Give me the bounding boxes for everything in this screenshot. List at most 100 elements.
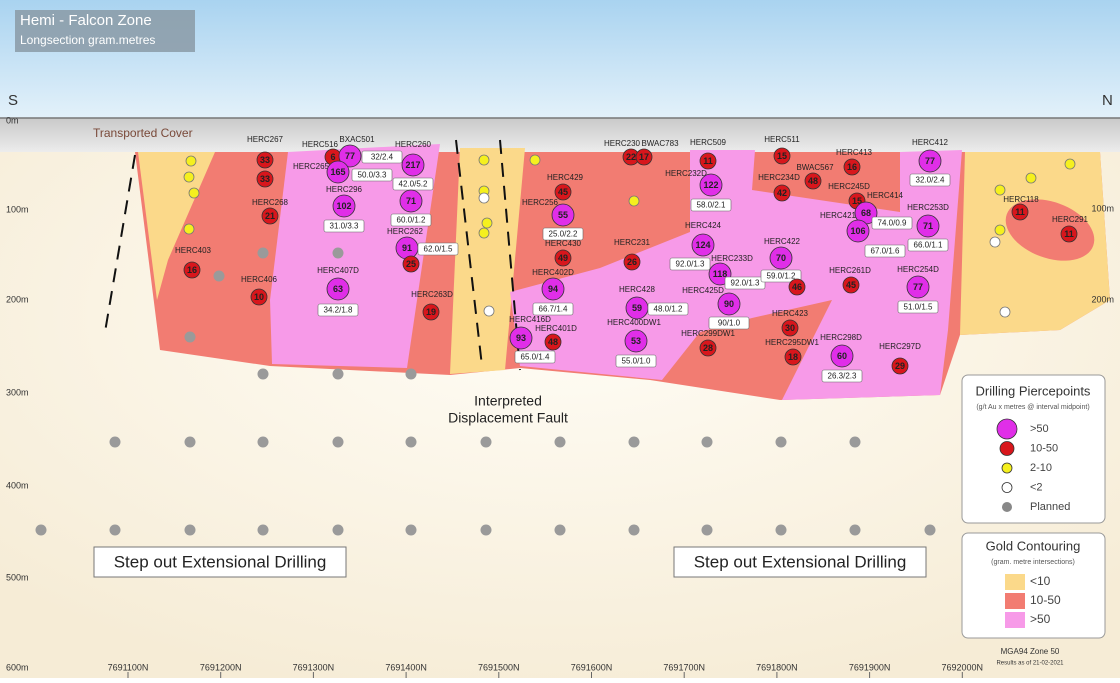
pierce-10-50 (1060, 225, 1078, 243)
hole-interval: 59.0/1.2 (767, 272, 796, 281)
hole-value: 90 (724, 299, 734, 309)
depth-label: 600m (6, 662, 29, 672)
pierce-10-50 (788, 278, 806, 296)
legend-swatch (1005, 574, 1025, 590)
hole-name: HERC407D (317, 266, 359, 275)
pierce-gt50 (916, 214, 940, 238)
legend-marker (1001, 482, 1013, 493)
interval-box (669, 257, 711, 271)
interval-box (542, 227, 584, 241)
legend-marker (999, 441, 1015, 456)
hole-value: 102 (336, 201, 351, 211)
hole-value: 15 (777, 151, 787, 161)
pierce-gt50 (326, 277, 350, 301)
planned-hole (701, 524, 713, 536)
hole-value: 60 (837, 351, 847, 361)
hole-value: 48 (548, 337, 558, 347)
hole-name: HERC297D (879, 342, 921, 351)
pierce-gt50 (717, 292, 741, 316)
legend-label: >50 (1030, 612, 1051, 626)
hole-name: HERC260 (395, 140, 432, 149)
hole-value: 45 (558, 187, 568, 197)
legend-swatch (1005, 593, 1025, 609)
pierce-10-50 (843, 158, 861, 176)
pierce-gt50 (918, 149, 942, 173)
pierce-10-50 (891, 357, 909, 375)
pierce-gt50 (699, 173, 723, 197)
depth-label: 0m (6, 115, 19, 125)
planned-hole (109, 524, 121, 536)
hole-name: HERC406 (241, 275, 278, 284)
legend-label: <2 (1030, 481, 1043, 493)
pierce-10-50 (554, 249, 572, 267)
hole-name: HERC421 (820, 211, 857, 220)
hole-name: BXAC501 (339, 135, 375, 144)
interval-box (514, 350, 556, 364)
pierce-10-50 (544, 333, 562, 351)
hole-interval: 62.0/1.5 (424, 245, 453, 254)
hole-value: 217 (405, 160, 420, 170)
pierce-gt50 (691, 233, 715, 257)
hole-interval: 32.0/2.4 (916, 176, 945, 185)
hole-interval: 34.2/1.8 (324, 306, 353, 315)
planned-hole (405, 524, 417, 536)
planned-hole (184, 436, 196, 448)
pierce-gt50 (906, 275, 930, 299)
title: Hemi - Falcon Zone (20, 12, 152, 29)
northing-label: 7691800N (756, 662, 798, 672)
planned-hole (849, 436, 861, 448)
pierce-10-50 (1011, 203, 1029, 221)
hole-name: HERC254D (897, 265, 939, 274)
interval-box (390, 213, 432, 227)
planned-hole (257, 524, 269, 536)
pierce-10-50 (422, 303, 440, 321)
hole-value: 77 (913, 282, 923, 292)
planned-hole (480, 524, 492, 536)
hole-interval: 67.0/1.6 (871, 247, 900, 256)
compass-s: S (8, 92, 18, 109)
pierce-gt50 (332, 194, 356, 218)
pierce-10-50 (554, 183, 572, 201)
fault-label: Interpreted (474, 393, 542, 409)
pierce-10-50 (784, 348, 802, 366)
planned-hole (257, 436, 269, 448)
legend-title: Gold Contouring (986, 538, 1081, 553)
hole-interval: 90/1.0 (718, 319, 741, 328)
northing-label: 7691200N (200, 662, 242, 672)
minor-pierce (183, 171, 195, 183)
hole-value: 45 (846, 280, 856, 290)
interval-box (323, 219, 365, 233)
hole-value: 124 (695, 240, 710, 250)
pierce-10-50 (804, 172, 822, 190)
planned-hole (184, 524, 196, 536)
pierce-10-50 (773, 147, 791, 165)
hole-name: HERC265 (293, 162, 330, 171)
pierce-gt50 (326, 160, 350, 184)
hole-name: HERC414 (867, 191, 904, 200)
hole-value: 53 (631, 336, 641, 346)
hole-value: 16 (187, 265, 197, 275)
zone-gt50 (270, 144, 440, 368)
pierce-10-50 (623, 253, 641, 271)
pierce-10-50 (256, 151, 274, 169)
interval-box (417, 242, 459, 256)
hole-interval: 74.0/0.9 (878, 219, 907, 228)
legend-subtitle: (gram. metre intersections) (991, 559, 1075, 566)
depth-label: 300m (6, 387, 29, 397)
hole-value: 46 (792, 282, 802, 292)
pierce-10-50 (250, 288, 268, 306)
planned-hole (924, 524, 936, 536)
hole-name: HERC416D (509, 315, 551, 324)
pierce-gt50 (624, 329, 648, 353)
interval-box (317, 303, 359, 317)
hole-value: 25 (406, 259, 416, 269)
planned-hole (701, 436, 713, 448)
hole-value: 33 (260, 155, 270, 165)
hole-value: 11 (1064, 229, 1074, 239)
hole-name: HERC509 (690, 138, 727, 147)
minor-pierce (994, 224, 1006, 236)
compass-n: N (1102, 92, 1113, 109)
hole-value: 21 (265, 211, 275, 221)
hole-name: BWAC783 (641, 139, 679, 148)
planned-hole (775, 524, 787, 536)
